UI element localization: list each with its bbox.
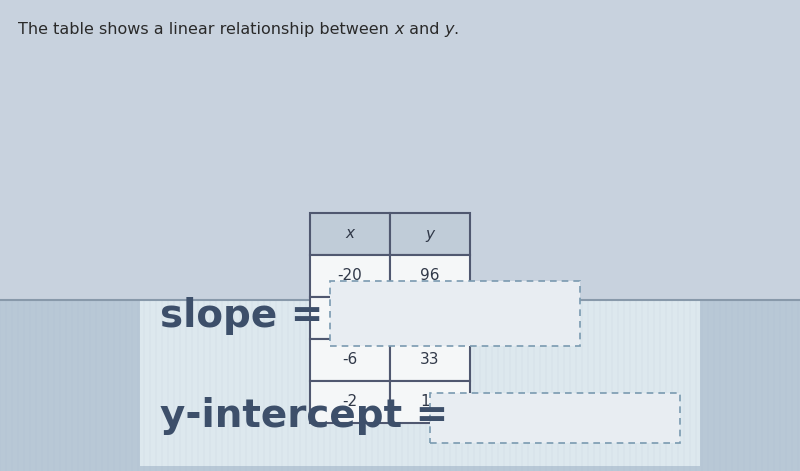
Text: -6: -6 (342, 352, 358, 367)
Text: y: y (444, 22, 454, 37)
Bar (310, 255, 390, 297)
Bar (430, 393, 680, 443)
Text: -20: -20 (338, 268, 362, 284)
Text: -2: -2 (342, 395, 358, 409)
Text: .: . (454, 22, 458, 37)
Text: x: x (394, 22, 403, 37)
Text: 60: 60 (420, 310, 440, 325)
Text: -12: -12 (338, 310, 362, 325)
Text: and: and (403, 22, 444, 37)
Bar (390, 255, 470, 297)
Text: x: x (346, 227, 354, 242)
Bar (310, 213, 390, 255)
Bar (0, 0, 800, 300)
Text: y-intercept =: y-intercept = (160, 397, 448, 435)
Bar (0, 300, 800, 471)
Bar (310, 381, 390, 423)
Bar (390, 381, 470, 423)
Bar (390, 297, 470, 339)
Bar (330, 281, 580, 346)
Bar (310, 339, 390, 381)
Text: y: y (426, 227, 434, 242)
Bar (390, 213, 470, 255)
Bar (390, 339, 470, 381)
Text: The table shows a linear relationship between: The table shows a linear relationship be… (18, 22, 394, 37)
Bar (310, 297, 390, 339)
Text: 15: 15 (420, 395, 440, 409)
Text: 33: 33 (420, 352, 440, 367)
Text: 96: 96 (420, 268, 440, 284)
Bar (140, 300, 700, 466)
Text: slope =: slope = (160, 297, 323, 335)
